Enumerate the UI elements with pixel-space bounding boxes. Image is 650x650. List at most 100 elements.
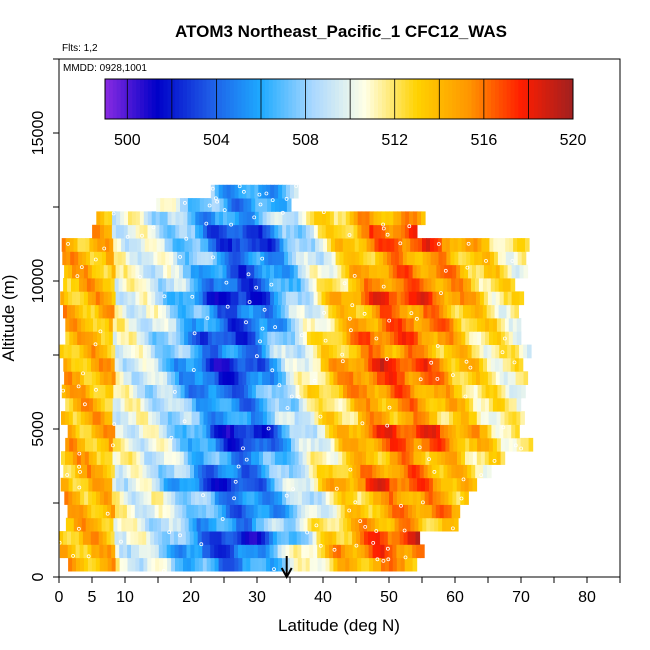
- heatmap-cell: [68, 477, 74, 492]
- heatmap-cell: [239, 397, 244, 412]
- heatmap-cell: [396, 557, 402, 572]
- heatmap-cell: [279, 517, 285, 532]
- heatmap-cell: [241, 504, 247, 519]
- heatmap-cell: [368, 504, 373, 519]
- heatmap-cell: [223, 451, 228, 465]
- heatmap-cell: [371, 304, 377, 319]
- heatmap-cell: [445, 238, 451, 252]
- sample-point: [264, 191, 269, 196]
- heatmap-cell: [397, 477, 402, 492]
- heatmap-cell: [392, 291, 398, 306]
- heatmap-cell: [478, 251, 483, 266]
- heatmap-cell: [376, 424, 382, 439]
- x-tick-label: 10: [116, 589, 134, 606]
- heatmap-cell: [287, 318, 292, 332]
- heatmap-cell: [222, 424, 227, 439]
- heatmap-cell: [225, 278, 231, 292]
- heatmap-cell: [284, 278, 290, 292]
- heatmap-cell: [124, 437, 130, 452]
- heatmap-cell: [298, 477, 303, 492]
- heatmap-cell: [310, 397, 316, 412]
- heatmap-cell: [190, 371, 196, 385]
- heatmap-cell: [142, 344, 148, 359]
- heatmap-cell: [393, 451, 399, 465]
- heatmap-cell: [324, 358, 330, 372]
- heatmap-cell: [201, 531, 207, 545]
- heatmap-cell: [417, 411, 422, 425]
- heatmap-cell: [187, 224, 192, 239]
- heatmap-cell: [115, 491, 121, 505]
- heatmap-cell: [277, 424, 283, 439]
- heatmap-cell: [164, 238, 170, 252]
- heatmap-cell: [365, 371, 370, 385]
- heatmap-cell: [206, 291, 212, 306]
- sample-point: [201, 493, 205, 498]
- heatmap-cell: [499, 371, 505, 385]
- heatmap-cell: [511, 424, 516, 439]
- heatmap-cell: [427, 504, 433, 519]
- sample-point: [318, 414, 323, 419]
- heatmap-cell: [104, 331, 110, 345]
- heatmap-cell: [425, 318, 431, 332]
- heatmap-cell: [484, 411, 490, 425]
- heatmap-cell: [234, 224, 240, 239]
- heatmap-cell: [337, 557, 342, 572]
- heatmap-cell: [153, 517, 158, 532]
- colorbar-swatch: [448, 79, 453, 119]
- heatmap-cell: [453, 384, 459, 399]
- heatmap-cell: [223, 198, 229, 212]
- heatmap-cell: [508, 411, 513, 425]
- heatmap-cell: [80, 557, 85, 572]
- sample-point: [435, 344, 440, 348]
- heatmap-cell: [162, 424, 168, 439]
- heatmap-cell: [426, 384, 431, 399]
- heatmap-cell: [120, 437, 126, 452]
- heatmap-cell: [139, 264, 144, 279]
- sample-point: [191, 368, 196, 372]
- heatmap-cell: [206, 424, 211, 439]
- heatmap-cell: [162, 278, 167, 292]
- heatmap-cell: [505, 251, 511, 266]
- heatmap-cell: [368, 464, 373, 479]
- heatmap-cell: [178, 358, 183, 372]
- heatmap-cell: [135, 264, 140, 279]
- heatmap-cell: [401, 477, 406, 492]
- heatmap-cell: [517, 384, 522, 399]
- heatmap-cell: [155, 291, 160, 306]
- heatmap-cell: [485, 318, 490, 332]
- heatmap-cell: [210, 557, 216, 572]
- heatmap-cell: [408, 224, 414, 239]
- heatmap-cell: [462, 251, 467, 266]
- sample-point: [468, 365, 473, 370]
- heatmap-cell: [159, 291, 164, 306]
- heatmap-cell: [358, 331, 363, 345]
- heatmap-cell: [186, 464, 191, 479]
- heatmap-cell: [422, 384, 427, 399]
- heatmap-cell: [221, 504, 227, 519]
- heatmap-cell: [119, 371, 125, 385]
- heatmap-cell: [330, 318, 336, 332]
- heatmap-cell: [404, 491, 410, 505]
- heatmap-cell: [498, 278, 504, 292]
- heatmap-cell: [211, 198, 217, 212]
- heatmap-cell: [496, 437, 502, 452]
- heatmap-cell: [104, 451, 110, 465]
- heatmap-cell: [199, 397, 205, 412]
- heatmap-cell: [242, 491, 248, 505]
- heatmap-cell: [398, 384, 403, 399]
- heatmap-cell: [367, 304, 373, 319]
- heatmap-cell: [110, 358, 116, 372]
- heatmap-cell: [472, 451, 478, 465]
- heatmap-cell: [203, 451, 209, 465]
- heatmap-cell: [290, 211, 295, 226]
- heatmap-cell: [255, 451, 260, 465]
- heatmap-cell: [292, 278, 298, 292]
- heatmap-cell: [202, 424, 207, 439]
- heatmap-cell: [114, 278, 120, 292]
- heatmap-cell: [121, 384, 126, 399]
- heatmap-cell: [491, 371, 497, 385]
- heatmap-cell: [464, 264, 469, 279]
- sample-point: [348, 328, 353, 333]
- heatmap-cell: [200, 384, 205, 399]
- heatmap-cell: [386, 437, 391, 452]
